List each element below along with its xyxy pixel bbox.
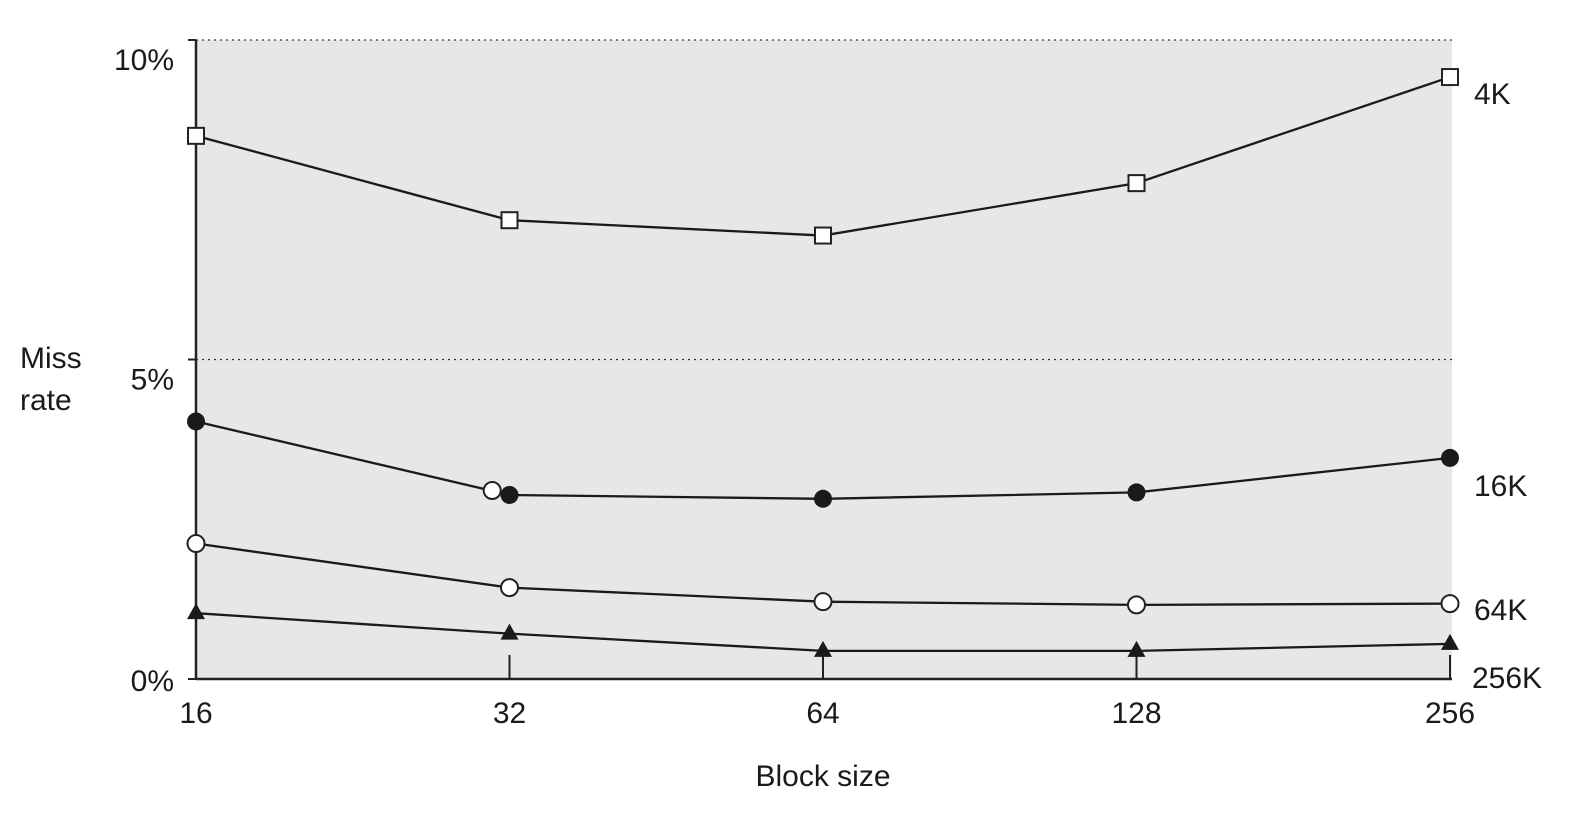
series-label-256k: 256K bbox=[1472, 662, 1542, 695]
data-point-256k bbox=[500, 623, 519, 640]
y-tick-label: 0% bbox=[131, 665, 174, 698]
data-point-256k bbox=[1127, 640, 1146, 657]
data-point-64k bbox=[500, 578, 519, 598]
data-point-16k bbox=[814, 489, 832, 508]
x-tick-label: 256 bbox=[1425, 697, 1475, 730]
plot-background bbox=[196, 40, 1452, 679]
y-tick-label: 10% bbox=[114, 44, 174, 77]
y-axis-label-line1: Miss bbox=[20, 342, 82, 375]
series-label-16k: 16K bbox=[1474, 470, 1527, 503]
data-point-16k bbox=[500, 485, 519, 504]
data-point-4k bbox=[1127, 174, 1146, 193]
data-point-256k bbox=[1441, 633, 1459, 650]
data-point-16k bbox=[187, 412, 205, 431]
data-point-4k bbox=[814, 226, 832, 245]
data-point-64k bbox=[1440, 594, 1460, 614]
data-point-64k bbox=[1127, 595, 1146, 615]
data-point-256k bbox=[187, 603, 205, 620]
data-point-16k bbox=[1441, 448, 1459, 467]
data-point-4k bbox=[1441, 68, 1459, 87]
series-label-64k: 64K bbox=[1474, 594, 1527, 627]
x-tick-label: 128 bbox=[1111, 697, 1161, 730]
x-tick-label: 32 bbox=[493, 697, 526, 730]
x-tick-label: 16 bbox=[179, 697, 212, 730]
series-label-4k: 4K bbox=[1474, 78, 1511, 111]
data-point-4k bbox=[500, 211, 519, 230]
data-point-64k bbox=[186, 534, 206, 554]
x-tick-label: 64 bbox=[806, 697, 839, 730]
annotation-marker bbox=[482, 480, 502, 500]
y-axis-label-line2: rate bbox=[20, 384, 72, 417]
x-axis-label: Block size bbox=[755, 760, 890, 793]
data-point-4k bbox=[187, 126, 205, 145]
data-point-16k bbox=[1127, 483, 1146, 502]
data-point-64k bbox=[813, 592, 833, 612]
y-tick-label: 5% bbox=[131, 364, 174, 397]
data-point-256k bbox=[814, 640, 832, 657]
